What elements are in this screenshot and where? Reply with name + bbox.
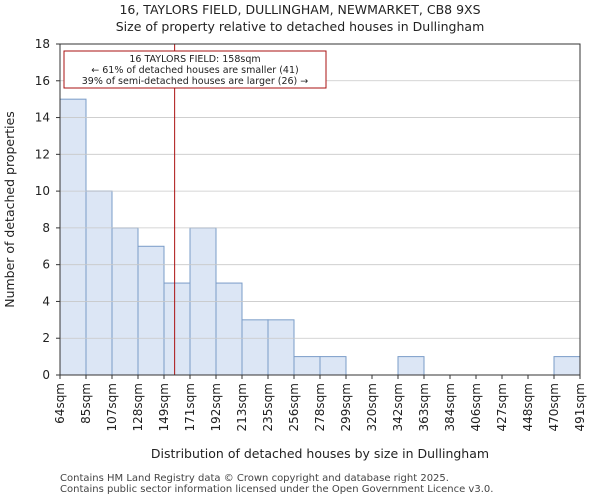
y-tick-label: 2: [42, 331, 50, 345]
x-axis-label: Distribution of detached houses by size …: [151, 446, 489, 461]
footer-attribution: Contains HM Land Registry data © Crown c…: [60, 473, 493, 495]
y-tick-label: 12: [35, 147, 50, 161]
histogram-bar: [137, 245, 165, 376]
x-tick-label: 171sqm: [183, 383, 197, 431]
histogram-bar: [397, 356, 425, 376]
footer-line-1: Contains HM Land Registry data © Crown c…: [60, 473, 449, 484]
x-tick-label: 149sqm: [157, 383, 171, 431]
histogram-bar: [553, 356, 581, 376]
x-tick-label: 363sqm: [417, 383, 431, 431]
x-tick-label: 85sqm: [79, 383, 93, 424]
x-tick-label: 299sqm: [339, 383, 353, 431]
footer-line-2: Contains public sector information licen…: [60, 484, 494, 495]
histogram-bar: [241, 319, 269, 376]
x-tick-label: 384sqm: [443, 383, 457, 431]
annotation-line-1: 16 TAYLORS FIELD: 158sqm: [129, 54, 260, 65]
histogram-bar: [215, 282, 243, 376]
histogram-bar: [293, 356, 321, 376]
y-tick-label: 18: [35, 37, 50, 51]
histogram-bar: [59, 98, 87, 376]
y-tick-label: 4: [42, 294, 50, 308]
y-tick-label: 0: [42, 368, 50, 382]
x-tick-label: 342sqm: [391, 383, 405, 431]
x-tick-label: 235sqm: [261, 383, 275, 431]
y-tick-label: 8: [42, 221, 50, 235]
x-tick-label: 427sqm: [495, 383, 509, 431]
x-tick-label: 213sqm: [235, 383, 249, 431]
x-tick-label: 278sqm: [313, 383, 327, 431]
x-tick-label: 320sqm: [365, 383, 379, 431]
chart-title-line1: 16, TAYLORS FIELD, DULLINGHAM, NEWMARKET…: [119, 2, 481, 17]
y-tick-label: 10: [35, 184, 50, 198]
annotation-box: [63, 50, 327, 89]
x-tick-label: 107sqm: [105, 383, 119, 431]
annotation-line-3: 39% of semi-detached houses are larger (…: [82, 76, 309, 87]
y-tick-label: 6: [42, 258, 50, 272]
histogram-bar: [267, 319, 295, 376]
histogram-bar: [85, 190, 113, 376]
annotation-line-2: ← 61% of detached houses are smaller (41…: [91, 65, 298, 76]
y-tick-label: 14: [35, 111, 50, 125]
x-tick-label: 406sqm: [469, 383, 483, 431]
y-tick-label: 16: [35, 74, 50, 88]
y-axis-label: Number of detached properties: [2, 111, 17, 308]
x-tick-label: 64sqm: [53, 383, 67, 424]
x-tick-label: 256sqm: [287, 383, 301, 431]
x-tick-label: 128sqm: [131, 383, 145, 431]
x-tick-label: 491sqm: [573, 383, 587, 431]
x-tick-label: 192sqm: [209, 383, 223, 431]
histogram-bar: [163, 282, 191, 376]
histogram-chart: 0 2 4 6 8 10 12 14 16 18 64sqm 85sqm 107sqm 128sqm 14…: [2, 37, 587, 461]
plot-area: [59, 43, 581, 376]
x-tick-label: 448sqm: [521, 383, 535, 431]
histogram-bar: [319, 356, 347, 376]
x-tick-label: 470sqm: [547, 383, 561, 431]
chart-title-line2: Size of property relative to detached ho…: [115, 19, 485, 34]
